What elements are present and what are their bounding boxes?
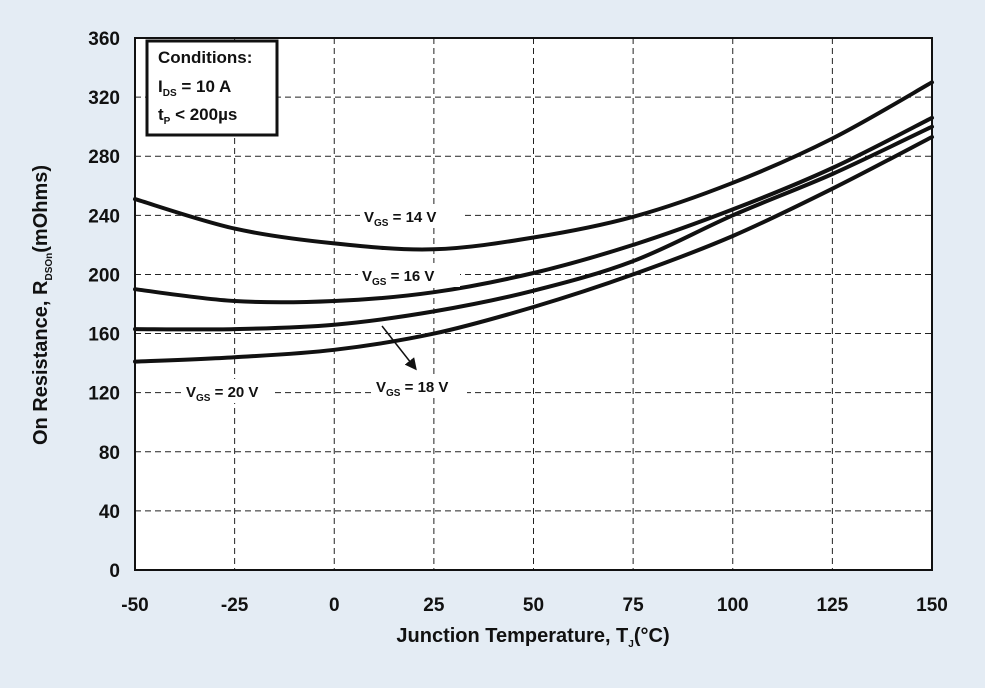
x-tick-label: -50 (121, 595, 148, 616)
x-tick-label: 125 (817, 595, 849, 616)
x-tick-label: 50 (523, 595, 544, 616)
y-tick-label: 240 (88, 206, 120, 227)
conditions-box: Conditions: IDS = 10 A tP < 200µs (145, 39, 279, 137)
y-tick-label: 120 (88, 384, 120, 405)
conditions-tp: tP < 200µs (158, 105, 237, 127)
conditions-ids: IDS = 10 A (158, 77, 231, 99)
x-tick-label: 25 (423, 595, 445, 616)
series-line-vgs-16v (133, 115, 934, 305)
y-axis-title: On Resistance, RDSOn(mOhms) (30, 165, 55, 445)
series-label-14v: VGS = 14 V (364, 209, 436, 229)
arrow-18v (381, 325, 417, 371)
x-tick-labels: -50 -25 0 25 50 75 100 125 150 (121, 595, 948, 616)
series-label-20v: VGS = 20 V (186, 384, 258, 404)
plot-frame (134, 37, 933, 571)
series-lines (133, 80, 934, 364)
y-tick-labels: 0 40 80 120 160 200 240 280 320 360 (88, 29, 120, 582)
y-tick-label: 160 (88, 325, 120, 346)
x-tick-label: 100 (717, 595, 749, 616)
series-labels: VGS = 14 V VGS = 16 V VGS = 18 V VGS = 2… (183, 204, 467, 404)
y-tick-label: 40 (99, 502, 120, 523)
series-line-vgs-20v (133, 135, 934, 364)
y-tick-label: 360 (88, 29, 120, 50)
conditions-title: Conditions: (158, 48, 252, 67)
y-tick-label: 80 (99, 443, 120, 464)
series-label-18v: VGS = 18 V (376, 379, 448, 399)
series-label-16v: VGS = 16 V (362, 268, 434, 288)
series-line-vgs-14v (133, 80, 934, 252)
x-tick-label: 75 (623, 595, 645, 616)
y-tick-label: 320 (88, 88, 120, 109)
y-tick-label: 280 (88, 147, 120, 168)
x-tick-label: 0 (329, 595, 340, 616)
y-tick-label: 200 (88, 265, 120, 286)
x-tick-label: 150 (916, 595, 948, 616)
series-line-vgs-18v (133, 124, 934, 332)
x-tick-label: -25 (221, 595, 249, 616)
y-tick-label: 0 (109, 561, 120, 582)
x-axis-title: Junction Temperature, TJ(°C) (396, 625, 669, 650)
